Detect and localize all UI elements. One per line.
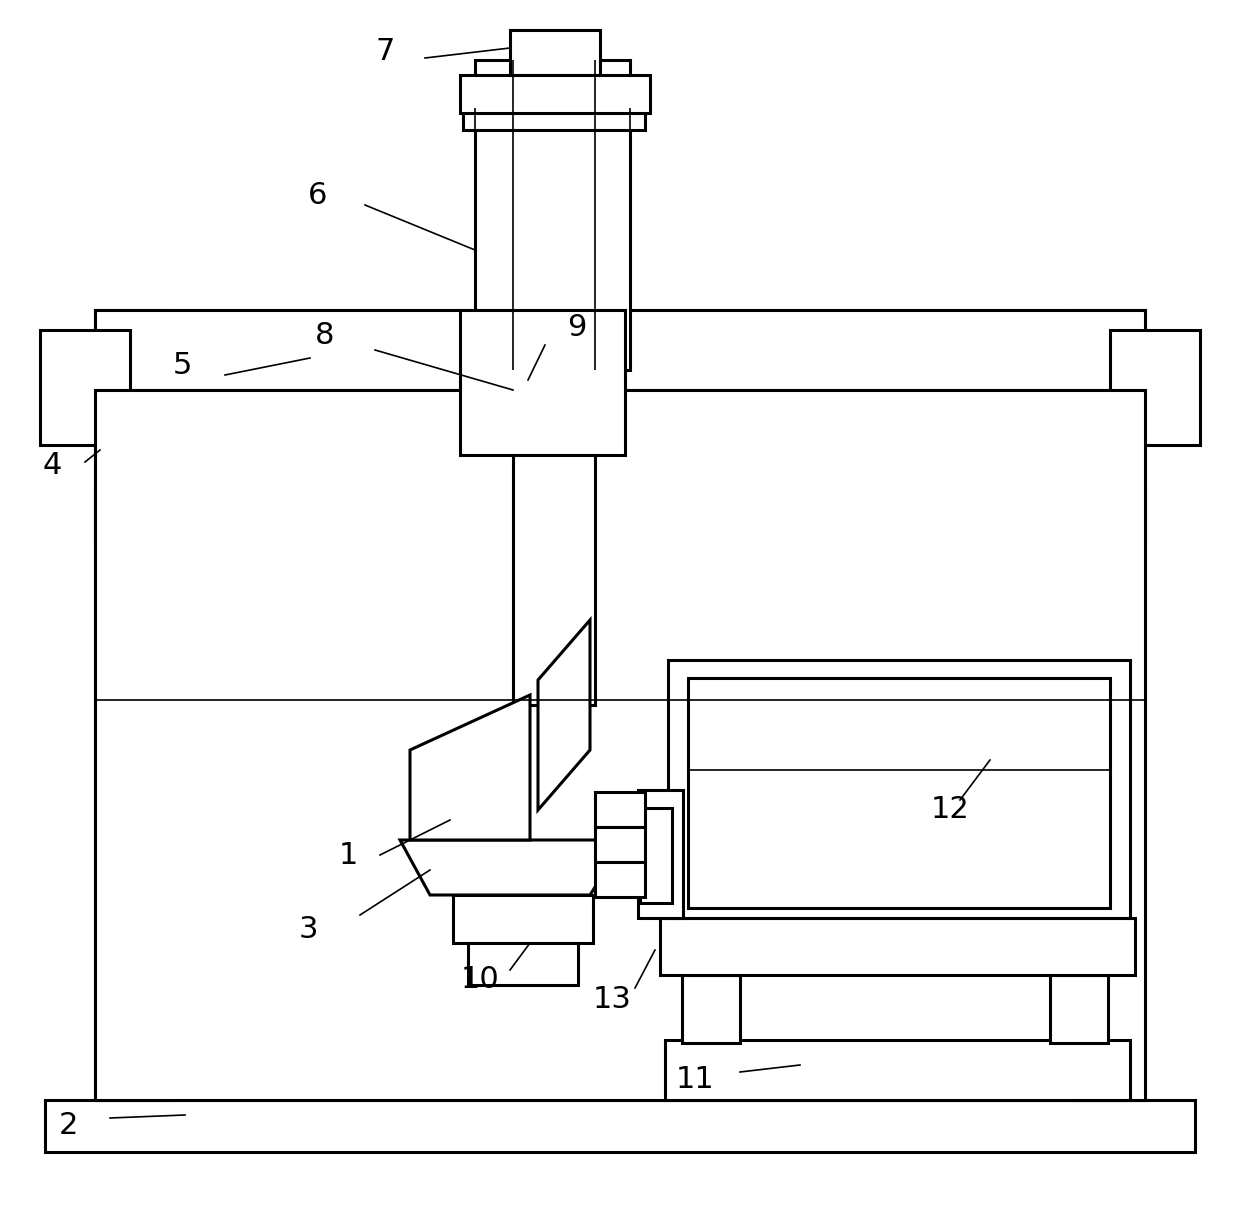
Text: 3: 3: [299, 916, 317, 945]
Text: 9: 9: [568, 313, 587, 342]
Text: 13: 13: [593, 985, 631, 1014]
Text: 2: 2: [58, 1110, 78, 1139]
Bar: [95, 390, 1145, 1100]
Polygon shape: [538, 620, 590, 810]
Text: 8: 8: [315, 321, 335, 349]
Bar: [467, 942, 578, 985]
Bar: [1050, 975, 1109, 1043]
Text: 12: 12: [931, 795, 970, 824]
Bar: [682, 975, 740, 1043]
Bar: [665, 1040, 1130, 1100]
Polygon shape: [401, 840, 625, 895]
Polygon shape: [410, 696, 529, 840]
Text: 10: 10: [460, 966, 500, 995]
Bar: [1110, 330, 1200, 445]
Bar: [40, 330, 130, 445]
Text: 1: 1: [339, 840, 357, 869]
Bar: [475, 60, 630, 370]
Bar: [595, 827, 645, 862]
Bar: [45, 1100, 1195, 1152]
Bar: [688, 679, 1110, 908]
Text: 7: 7: [376, 38, 394, 67]
Bar: [640, 807, 672, 903]
Text: 11: 11: [676, 1065, 714, 1094]
Bar: [639, 790, 683, 918]
Bar: [1070, 310, 1145, 1100]
Bar: [95, 310, 1145, 390]
Bar: [460, 310, 625, 455]
Text: 5: 5: [172, 350, 192, 379]
Bar: [463, 108, 645, 130]
Bar: [510, 30, 600, 75]
Text: 6: 6: [309, 180, 327, 209]
Bar: [660, 918, 1135, 975]
Bar: [595, 792, 645, 827]
Text: 4: 4: [42, 450, 62, 479]
Bar: [460, 75, 650, 113]
Bar: [668, 660, 1130, 918]
Bar: [595, 862, 645, 897]
Bar: [95, 310, 170, 1100]
Bar: [453, 895, 593, 942]
Bar: [95, 490, 1145, 545]
Bar: [513, 455, 595, 705]
